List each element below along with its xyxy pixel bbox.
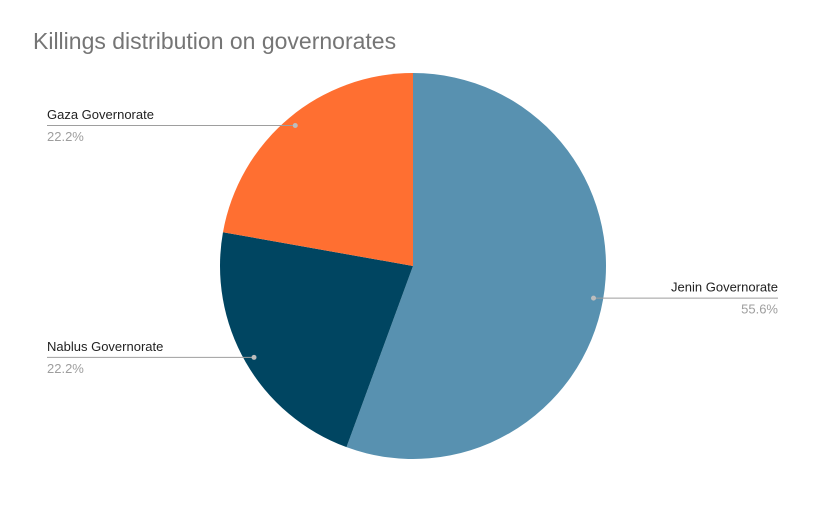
- leader-dot: [591, 295, 597, 301]
- slice-label: Jenin Governorate: [671, 280, 778, 295]
- slice-label: Nablus Governorate: [47, 339, 163, 354]
- leader-dot: [251, 354, 257, 360]
- chart-title: Killings distribution on governorates: [33, 28, 396, 54]
- pie-slice: [222, 73, 413, 266]
- pie-slice: [346, 73, 607, 460]
- slice-value-label: 22.2%: [47, 129, 84, 144]
- slice-value-label: 55.6%: [741, 302, 778, 317]
- slice-value-label: 22.2%: [47, 361, 84, 376]
- pie-slice: [220, 232, 413, 448]
- leader-dot: [292, 122, 298, 128]
- slice-label: Gaza Governorate: [47, 107, 154, 122]
